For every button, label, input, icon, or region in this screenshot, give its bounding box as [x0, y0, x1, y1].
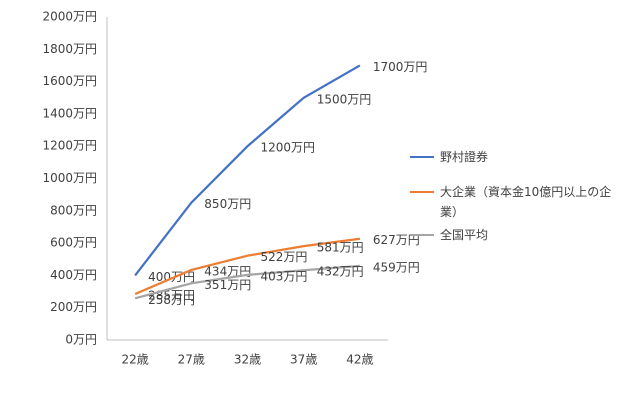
legend-swatch	[410, 234, 434, 236]
y-tick-label: 2000万円	[42, 10, 97, 24]
y-tick-label: 1200万円	[42, 139, 97, 153]
x-tick-label: 42歳	[346, 353, 373, 367]
data-label: 434万円	[204, 264, 251, 278]
y-tick-label: 200万円	[50, 300, 97, 314]
y-tick-label: 0万円	[65, 333, 97, 347]
series-line	[134, 64, 361, 277]
y-tick-label: 1000万円	[42, 171, 97, 185]
data-label: 627万円	[373, 233, 420, 247]
x-tick-label: 22歳	[121, 353, 148, 367]
data-label: 403万円	[261, 269, 308, 283]
data-label: 581万円	[317, 241, 364, 255]
y-tick-label: 400万円	[50, 268, 97, 282]
y-tick-label: 600万円	[50, 236, 97, 250]
legend-swatch	[410, 156, 434, 158]
y-tick-label: 1400万円	[42, 106, 97, 120]
series-line	[134, 237, 361, 296]
x-tick-label: 27歳	[178, 353, 205, 367]
data-label: 432万円	[317, 265, 364, 279]
data-label: 351万円	[204, 278, 251, 292]
x-tick-label: 32歳	[234, 353, 261, 367]
data-label: 850万円	[204, 197, 251, 211]
data-label: 1200万円	[261, 141, 316, 155]
data-label: 1500万円	[317, 92, 372, 106]
data-label: 258万円	[148, 293, 195, 307]
x-tick-label: 37歳	[290, 353, 317, 367]
y-tick-label: 800万円	[50, 203, 97, 217]
legend-swatch	[410, 191, 434, 193]
data-label: 522万円	[261, 250, 308, 264]
legend-label: 大企業（資本金10億円以上の企業）	[440, 185, 612, 219]
legend-label: 全国平均	[440, 228, 489, 242]
y-tick-label: 1800万円	[42, 42, 97, 56]
legend-label: 野村證券	[440, 150, 489, 164]
series-line	[134, 264, 360, 300]
y-tick-label: 1600万円	[42, 74, 97, 88]
data-label: 1700万円	[373, 60, 428, 74]
data-label: 459万円	[373, 260, 420, 274]
